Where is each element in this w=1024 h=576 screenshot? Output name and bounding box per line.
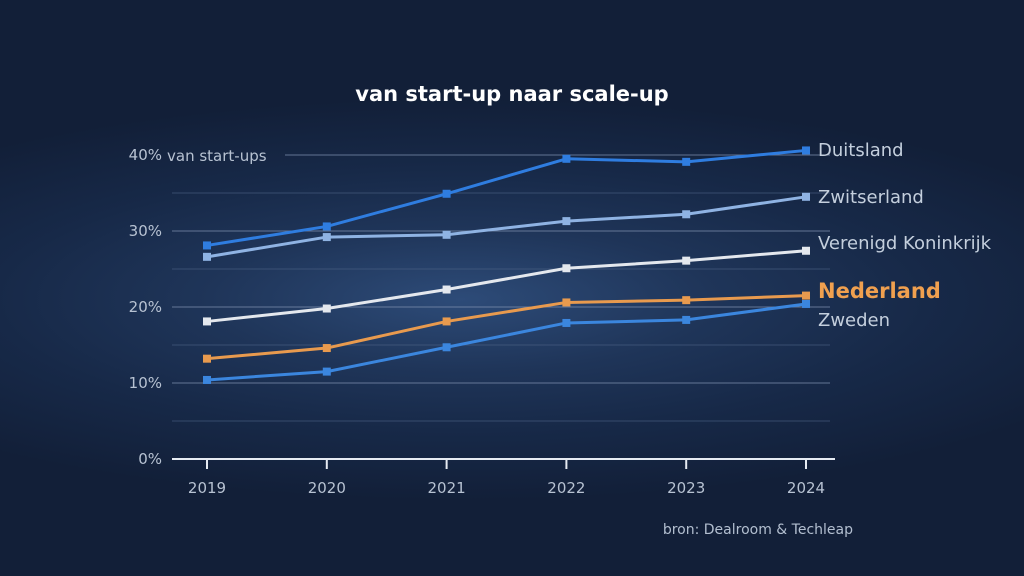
x-tick-label: 2019 (188, 479, 226, 497)
x-tick-label: 2021 (428, 479, 466, 497)
data-point (322, 304, 331, 313)
data-point (203, 252, 211, 261)
data-point (442, 317, 451, 326)
data-point (442, 230, 451, 239)
series-verenigd-koninkrijk: Verenigd Koninkrijk (203, 233, 992, 326)
series-label: Nederland (818, 279, 941, 303)
data-point (802, 299, 810, 308)
data-point (562, 298, 571, 307)
series-zwitserland: Zwitserland (203, 187, 924, 261)
x-tick-label: 2020 (308, 479, 346, 497)
series-line (206, 302, 807, 382)
data-point (322, 233, 331, 242)
data-point (562, 154, 571, 163)
data-point (562, 264, 571, 273)
gridlines (172, 154, 835, 460)
data-point (682, 256, 691, 265)
data-point (442, 285, 451, 294)
y-tick-label: 10% (129, 374, 162, 392)
y-tick-label: 40% (129, 146, 162, 164)
series-label: Duitsland (818, 140, 904, 161)
series-nederland: Nederland (203, 279, 941, 363)
series-line (206, 294, 807, 361)
series-duitsland: Duitsland (203, 140, 904, 250)
data-point (802, 291, 810, 300)
series-label: Zweden (818, 310, 890, 331)
chart-title: van start-up naar scale-up (355, 82, 668, 106)
x-tick-label: 2023 (667, 479, 705, 497)
data-point (203, 375, 211, 384)
series-label: Verenigd Koninkrijk (818, 233, 992, 254)
data-point (203, 241, 211, 250)
series-zweden: Zweden (203, 299, 890, 384)
data-point (203, 317, 211, 326)
data-point (682, 296, 691, 305)
series-line (206, 148, 807, 247)
source-note: bron: Dealroom & Techleap (663, 522, 853, 538)
data-point (322, 367, 331, 376)
series-line (206, 195, 807, 259)
data-point (203, 354, 211, 363)
y-tick-label: 20% (129, 298, 162, 316)
series-layer: Duitsland Zwitserland Verenigd Koninkrijk N… (203, 140, 992, 384)
y-axis: 0% 10% 20% 30% 40% (129, 146, 162, 468)
series-line (206, 249, 807, 323)
data-point (442, 189, 451, 198)
x-tick-label: 2022 (547, 479, 585, 497)
y-tick-label: 30% (129, 222, 162, 240)
data-point (682, 210, 691, 219)
data-point (802, 146, 810, 155)
x-axis: 2019 2020 2021 2022 2023 2024 (188, 459, 825, 497)
data-point (562, 318, 571, 327)
data-point (802, 246, 810, 255)
data-point (442, 343, 451, 352)
data-point (562, 217, 571, 226)
y-axis-label: van start-ups (167, 147, 267, 165)
series-label: Zwitserland (818, 187, 924, 208)
data-point (322, 344, 331, 353)
data-point (802, 192, 810, 201)
data-point (682, 157, 691, 166)
data-point (682, 315, 691, 324)
data-point (322, 222, 331, 231)
x-tick-label: 2024 (787, 479, 825, 497)
y-tick-label: 0% (138, 450, 162, 468)
